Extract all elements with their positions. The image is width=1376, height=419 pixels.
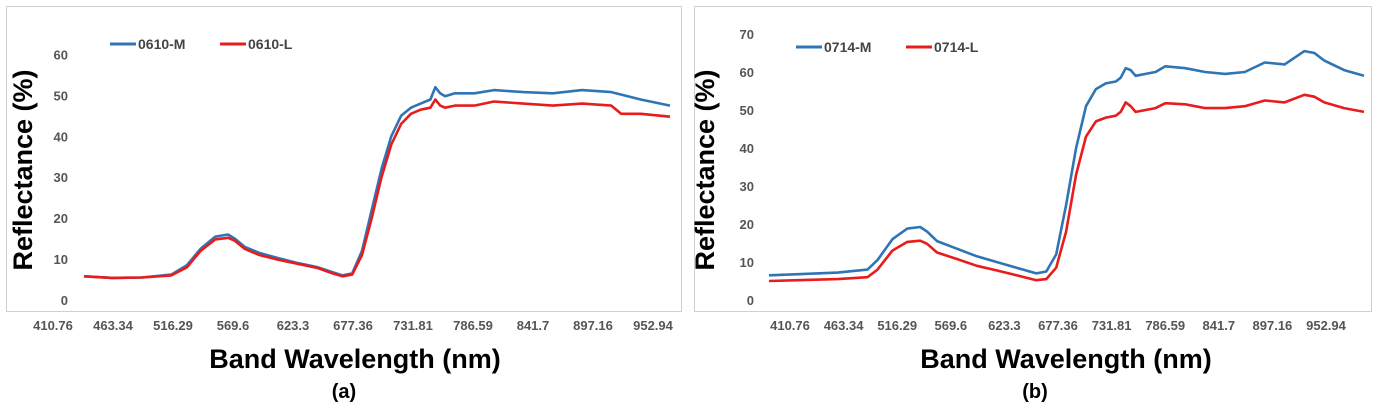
y-tick-label: 20 xyxy=(740,217,754,232)
y-tick-label: 60 xyxy=(54,47,68,62)
x-tick-label: 841.7 xyxy=(1203,318,1236,333)
x-tick-label: 516.29 xyxy=(153,318,193,333)
legend-label: 0714-L xyxy=(934,39,979,55)
y-tick-label: 60 xyxy=(740,65,754,80)
chart-panel-a: 0 10 20 30 40 50 60 410.76 463.34 516.29 569.6 623.… xyxy=(6,6,682,403)
series-line-0714-L xyxy=(768,93,1365,283)
x-axis-label: Band Wavelength (nm) xyxy=(209,344,501,374)
y-tick-label: 30 xyxy=(54,170,68,185)
y-tick-label: 10 xyxy=(54,252,68,267)
y-axis-label: Reflectance (%) xyxy=(690,69,720,270)
x-tick-label: 677.36 xyxy=(1038,318,1078,333)
legend-label: 0714-M xyxy=(824,39,871,55)
x-tick-label: 569.6 xyxy=(217,318,250,333)
x-axis-label: Band Wavelength (nm) xyxy=(920,344,1212,374)
y-tick-label: 0 xyxy=(747,293,754,308)
series-line-0610-L xyxy=(83,98,671,280)
chart-a-frame xyxy=(6,6,682,312)
x-tick-label: 841.7 xyxy=(517,318,550,333)
y-axis-label: Reflectance (%) xyxy=(8,69,38,270)
legend-label: 0610-L xyxy=(248,36,293,52)
series-line-0714-M xyxy=(768,49,1365,277)
chart-panel-b: 0 10 20 30 40 50 60 70 410.76 463.34 516.29 569.6 62… xyxy=(688,0,1376,419)
y-tick-label: 0 xyxy=(61,293,68,308)
x-tick-label: 569.6 xyxy=(935,318,968,333)
x-tick-label: 952.94 xyxy=(1306,318,1347,333)
x-tick-label: 731.81 xyxy=(1092,318,1132,333)
y-tick-label: 50 xyxy=(54,88,68,103)
chart-a-svg: 0 10 20 30 40 50 60 410.76 463.34 516.29 569.6 623.… xyxy=(8,36,674,403)
panel-caption: (b) xyxy=(1022,381,1048,403)
chart-b-frame xyxy=(694,6,1372,312)
x-tick-label: 623.3 xyxy=(988,318,1021,333)
panel-caption: (a) xyxy=(332,381,356,403)
x-tick-label: 731.81 xyxy=(393,318,433,333)
y-tick-label: 40 xyxy=(54,129,68,144)
x-tick-label: 463.34 xyxy=(824,318,865,333)
x-tick-label: 516.29 xyxy=(877,318,917,333)
y-tick-label: 10 xyxy=(740,255,754,270)
series-line-0610-M xyxy=(83,85,671,280)
y-tick-label: 20 xyxy=(54,211,68,226)
x-tick-label: 677.36 xyxy=(333,318,373,333)
x-tick-label: 410.76 xyxy=(33,318,73,333)
x-tick-label: 786.59 xyxy=(1145,318,1185,333)
y-tick-label: 70 xyxy=(740,27,754,42)
x-tick-label: 897.16 xyxy=(573,318,613,333)
legend-label: 0610-M xyxy=(138,36,185,52)
y-tick-label: 40 xyxy=(740,141,754,156)
x-tick-label: 786.59 xyxy=(453,318,493,333)
chart-b-svg: 0 10 20 30 40 50 60 70 410.76 463.34 516.29 569.6 62… xyxy=(690,27,1365,403)
y-tick-label: 30 xyxy=(740,179,754,194)
x-tick-label: 410.76 xyxy=(770,318,810,333)
x-tick-label: 952.94 xyxy=(633,318,674,333)
x-tick-label: 623.3 xyxy=(277,318,310,333)
x-tick-label: 897.16 xyxy=(1253,318,1293,333)
x-tick-label: 463.34 xyxy=(93,318,134,333)
y-tick-label: 50 xyxy=(740,103,754,118)
